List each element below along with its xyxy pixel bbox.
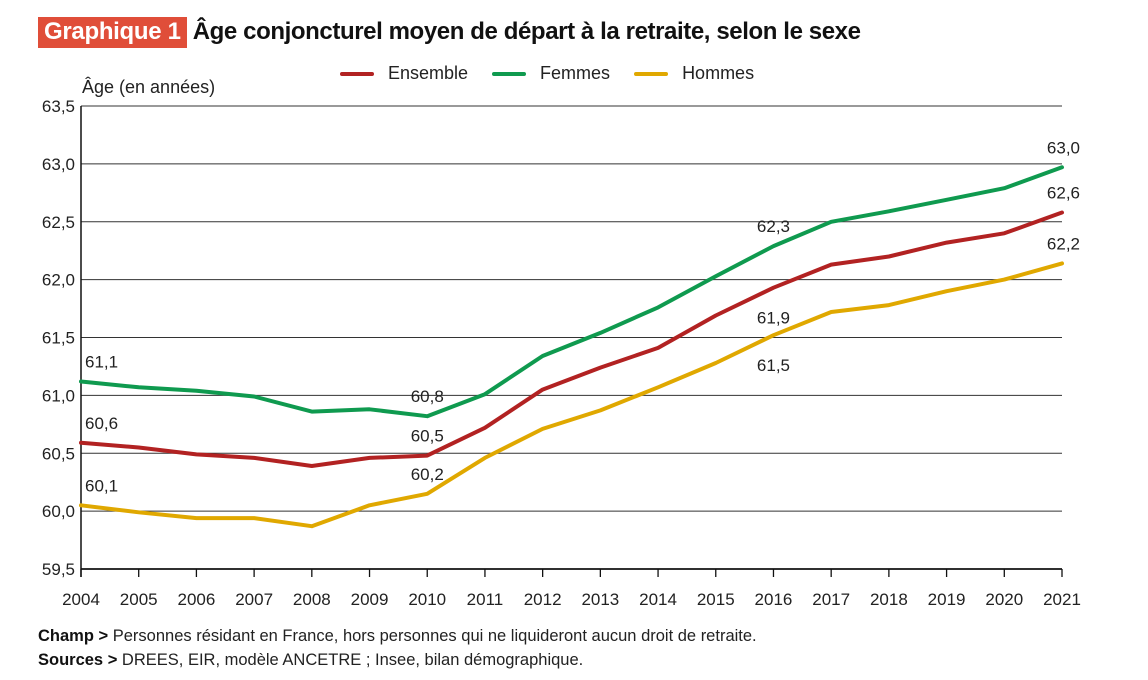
chart-title: Âge conjoncturel moyen de départ à la re… [192,18,861,45]
x-tick-label: 2006 [177,590,215,609]
x-tick-label: 2021 [1043,590,1081,609]
y-tick-label: 61,5 [42,329,75,348]
axes [80,106,1062,577]
data-label: 60,6 [85,414,118,433]
legend-label-femmes: Femmes [540,63,611,83]
y-tick-label: 62,5 [42,213,75,232]
series-line-femmes [79,165,1064,419]
x-axis-ticks: 2004 2005 2006 2007 2008 2009 2010 2011 2012 2013… [62,569,1081,609]
scope-text: Personnes résidant en France, hors perso… [108,627,757,645]
x-tick-label: 2004 [62,590,100,609]
legend-item-hommes: Hommes [634,63,754,84]
x-tick-label: 2009 [351,590,389,609]
series-line-hommes [79,261,1064,529]
sources-label: Sources > [38,651,118,669]
series-line-ensemble [79,210,1064,468]
x-tick-label: 2005 [120,590,158,609]
data-label: 60,8 [411,387,444,406]
data-label: 63,0 [1047,138,1080,157]
x-tick-label: 2011 [467,590,504,609]
y-axis-label: Âge (en années) [82,77,216,97]
legend-swatch-ensemble [340,71,374,76]
data-label: 62,2 [1047,234,1080,253]
x-tick-label: 2012 [524,590,562,609]
x-tick-label: 2019 [928,590,966,609]
data-labels: 60,6 60,5 61,9 62,6 61,1 60,8 62,3 63,0 60,1 60,2… [85,138,1080,495]
y-tick-label: 59,5 [42,560,75,579]
scope-note: Champ > Personnes résidant en France, ho… [38,624,757,648]
sources-text: DREES, EIR, modèle ANCETRE ; Insee, bila… [117,651,584,669]
y-axis-ticks: 59,5 60,0 60,5 61,0 61,5 62,0 62,5 63,0 63,5 [42,97,75,579]
y-tick-label: 63,0 [42,155,75,174]
legend-label-hommes: Hommes [682,63,755,83]
x-tick-label: 2016 [755,590,793,609]
legend-swatch-hommes [634,71,669,76]
data-label: 61,5 [757,356,790,375]
chart-header: Graphique 1 Âge conjoncturel moyen de dé… [38,16,861,48]
data-label: 61,1 [85,352,118,371]
y-tick-label: 61,0 [42,386,75,405]
x-tick-label: 2010 [408,590,446,609]
legend-label-ensemble: Ensemble [388,63,469,83]
data-label: 60,2 [411,465,444,484]
legend-swatch-femmes [492,71,527,76]
chart-notes: Champ > Personnes résidant en France, ho… [38,624,757,672]
data-label: 60,1 [85,476,118,495]
x-tick-label: 2014 [639,590,677,609]
legend-item-ensemble: Ensemble [340,63,468,84]
x-tick-label: 2007 [235,590,273,609]
series-lines [79,165,1064,529]
figure-number-badge: Graphique 1 [38,16,187,48]
x-tick-label: 2008 [293,590,331,609]
x-tick-label: 2018 [870,590,908,609]
data-label: 62,3 [757,217,790,236]
x-tick-label: 2020 [985,590,1023,609]
data-label: 61,9 [757,309,790,328]
scope-label: Champ > [38,627,109,645]
y-tick-label: 63,5 [42,97,75,116]
y-tick-label: 62,0 [42,271,75,290]
y-tick-label: 60,5 [42,444,75,463]
x-tick-label: 2017 [812,590,850,609]
sources-note: Sources > DREES, EIR, modèle ANCETRE ; I… [38,648,757,672]
gridlines [81,105,1062,570]
legend: Ensemble Femmes Hommes [340,63,778,84]
data-label: 62,6 [1047,183,1080,202]
data-label: 60,5 [411,427,444,446]
legend-item-femmes: Femmes [492,63,610,84]
y-tick-label: 60,0 [42,502,75,521]
x-tick-label: 2015 [697,590,735,609]
x-tick-label: 2013 [581,590,619,609]
